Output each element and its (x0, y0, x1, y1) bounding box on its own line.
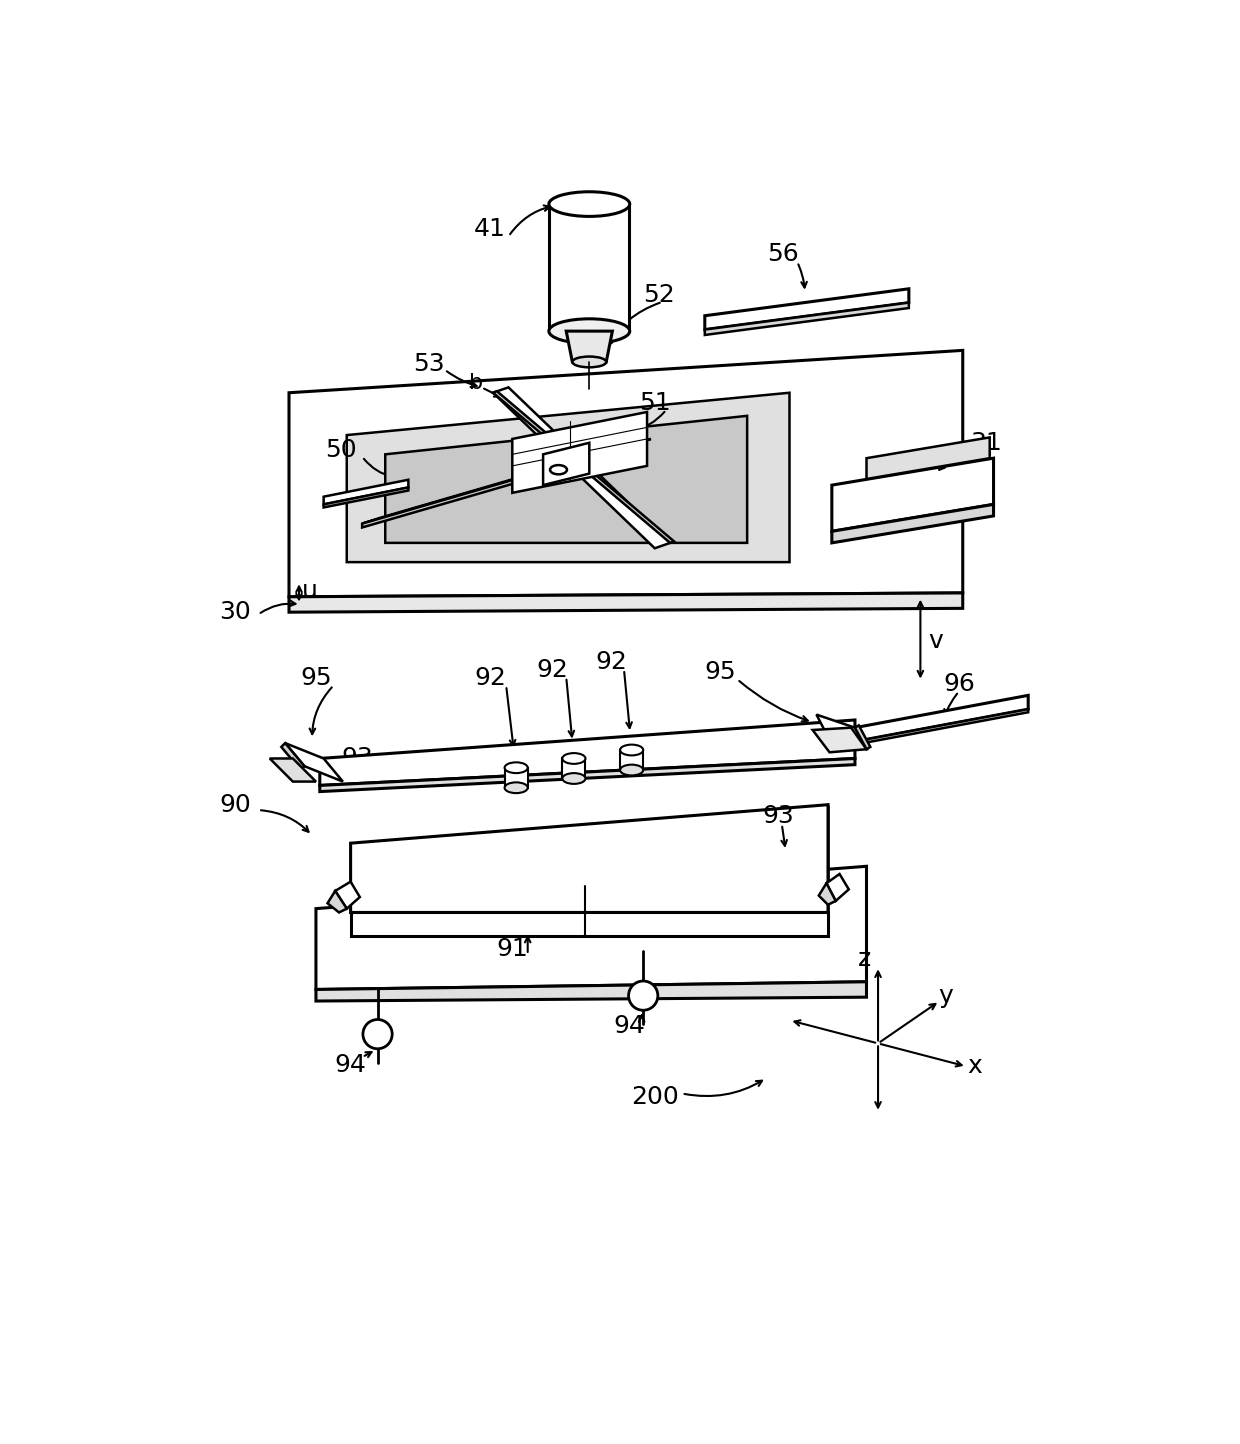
Text: 31: 31 (970, 430, 1002, 455)
Text: 91: 91 (496, 937, 528, 962)
Ellipse shape (620, 745, 644, 755)
Polygon shape (867, 438, 990, 479)
Polygon shape (324, 479, 408, 504)
Text: 93: 93 (763, 804, 794, 829)
Text: y: y (939, 983, 954, 1008)
Text: 94: 94 (335, 1053, 367, 1077)
Polygon shape (704, 289, 909, 329)
Ellipse shape (551, 465, 567, 474)
Polygon shape (826, 874, 849, 901)
Polygon shape (494, 387, 670, 549)
Polygon shape (505, 768, 528, 788)
Polygon shape (320, 721, 854, 786)
Text: 95: 95 (704, 660, 737, 684)
Text: −: − (632, 983, 653, 1008)
Text: 92: 92 (537, 658, 568, 682)
Polygon shape (362, 445, 635, 527)
Polygon shape (854, 696, 1028, 742)
Ellipse shape (549, 319, 630, 344)
Text: 50: 50 (326, 439, 357, 462)
Text: 52: 52 (642, 283, 675, 308)
Polygon shape (324, 488, 408, 507)
Text: v: v (929, 628, 944, 653)
Text: 53: 53 (413, 352, 445, 377)
Text: 200: 200 (631, 1086, 678, 1109)
Polygon shape (320, 758, 854, 791)
Ellipse shape (505, 783, 528, 793)
Ellipse shape (620, 765, 644, 775)
Polygon shape (494, 391, 675, 543)
Polygon shape (289, 351, 962, 596)
Polygon shape (543, 443, 589, 485)
Text: 96: 96 (942, 671, 975, 696)
Polygon shape (347, 393, 790, 562)
Polygon shape (285, 744, 343, 781)
Polygon shape (362, 439, 651, 524)
Polygon shape (351, 913, 828, 936)
Polygon shape (281, 744, 304, 770)
Polygon shape (289, 593, 962, 612)
Text: x: x (967, 1054, 982, 1079)
Text: 51: 51 (639, 391, 671, 414)
Polygon shape (327, 891, 347, 913)
Text: 30: 30 (219, 601, 250, 624)
Polygon shape (351, 804, 828, 913)
Text: 90: 90 (219, 793, 250, 817)
Text: b: b (469, 373, 484, 393)
Polygon shape (832, 458, 993, 531)
Polygon shape (549, 204, 630, 331)
Ellipse shape (549, 192, 630, 217)
Text: 93: 93 (341, 747, 373, 771)
Polygon shape (854, 725, 870, 749)
Text: 94: 94 (614, 1015, 645, 1038)
Ellipse shape (573, 357, 606, 367)
Polygon shape (316, 982, 867, 1001)
Ellipse shape (563, 754, 585, 764)
Polygon shape (563, 758, 585, 778)
Polygon shape (832, 504, 993, 543)
Polygon shape (818, 884, 836, 905)
Text: u: u (301, 579, 317, 604)
Text: 41: 41 (474, 217, 505, 241)
Polygon shape (812, 728, 867, 752)
Ellipse shape (505, 762, 528, 773)
Polygon shape (335, 882, 360, 908)
Polygon shape (270, 758, 316, 781)
Text: 92: 92 (595, 650, 626, 674)
Polygon shape (512, 412, 647, 492)
Text: +: + (368, 1024, 387, 1044)
Ellipse shape (363, 1019, 392, 1048)
Polygon shape (316, 866, 867, 989)
Polygon shape (816, 715, 867, 749)
Text: 92: 92 (475, 666, 507, 690)
Ellipse shape (563, 773, 585, 784)
Polygon shape (620, 749, 644, 770)
Ellipse shape (629, 980, 658, 1011)
Polygon shape (386, 416, 748, 543)
Polygon shape (854, 709, 1028, 745)
Polygon shape (704, 303, 909, 335)
Text: z: z (858, 947, 870, 970)
Polygon shape (567, 331, 613, 362)
Text: 95: 95 (300, 666, 332, 690)
Text: 56: 56 (768, 243, 800, 266)
